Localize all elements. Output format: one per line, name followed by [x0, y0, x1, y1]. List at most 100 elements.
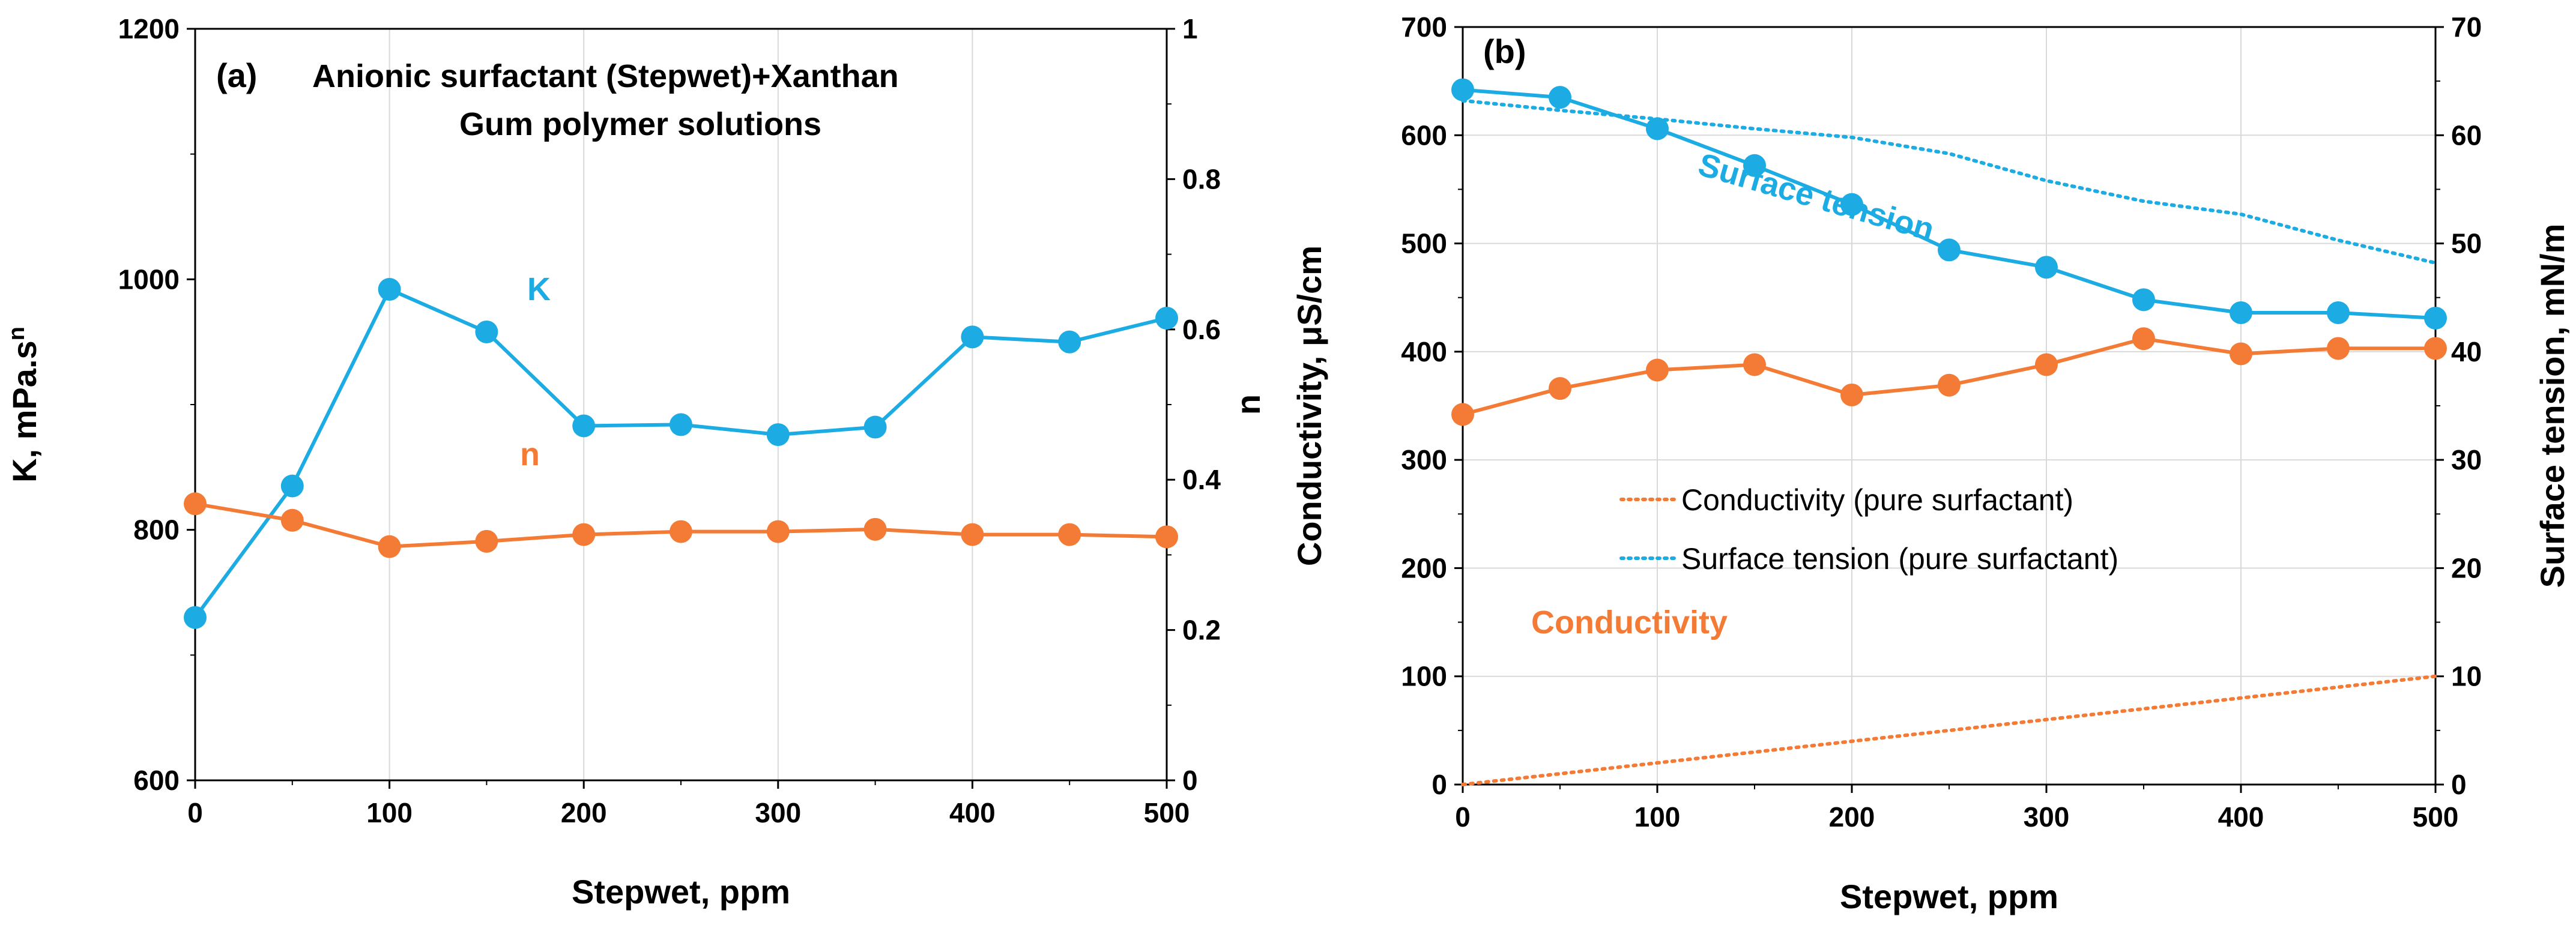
panel-b-series-conductivity-point [1743, 353, 1766, 376]
panel-a-x-tick-label: 300 [755, 797, 801, 828]
panel-b-series-conductivity-point [2132, 327, 2155, 351]
panel-b-x-tick-label: 200 [1829, 801, 1875, 833]
panel-b-legend: Conductivity (pure surfactant) Surface t… [1619, 483, 2118, 576]
panel-b-y-right-tick-label: 50 [2451, 228, 2482, 259]
panel-a-ticks: 0 100 200 300 400 500 600 800 1000 1200 0 0.2 0.4 0.6… [118, 13, 1221, 828]
panel-a-x-tick-label: 500 [1144, 797, 1190, 828]
panel-b-x-axis-label: Stepwet, ppm [1840, 878, 2058, 915]
panel-b-y-left-tick-label: 0 [1432, 769, 1447, 800]
panel-a-y-right-tick-label: 0.6 [1182, 314, 1221, 345]
panel-a-y-left-tick-label: 1200 [118, 13, 180, 44]
panel-b-y-left-tick-label: 400 [1401, 336, 1447, 367]
panel-a-series-k-point [863, 415, 887, 439]
panel-b-series-surface-tension-point [2230, 301, 2252, 324]
panel-a-series-n-point [670, 520, 692, 543]
legend-label-surface-tension-pure: Surface tension (pure surfactant) [1681, 542, 2118, 576]
panel-b-y-left-tick-label: 700 [1401, 11, 1447, 43]
panel-b-y-left-axis-label: Conductivity, μS/cm [1290, 246, 1328, 566]
panel-b-x-tick-label: 400 [2218, 801, 2264, 833]
panel-b-y-left-tick-label: 500 [1401, 228, 1447, 259]
panel-a-series-n-point [1058, 523, 1081, 546]
panel-a-series-k-point [184, 606, 207, 629]
panel-a-y-right-axis-label: n [1229, 394, 1267, 415]
panel-a-annotation-k: K [527, 271, 551, 307]
panel-a-series-k-point [961, 325, 984, 349]
panel-a-series-n-point [961, 523, 984, 546]
panel-a-y-left-tick-label: 800 [133, 514, 180, 546]
panel-b-annotation-conductivity: Conductivity [1531, 604, 1728, 640]
panel-b-y-left-tick-label: 300 [1401, 444, 1447, 475]
panel-a-series-k-point [475, 320, 498, 343]
panel-a-y-right-tick-label: 1 [1182, 13, 1198, 44]
panel-b-series-surface-tension-point [1646, 117, 1669, 140]
panel-a-series-k-point [280, 474, 304, 498]
panel-a-label: (a) [216, 56, 257, 94]
panel-b-series-conductivity-point [1938, 373, 1961, 397]
panel-b-series-surface-tension-point [1840, 193, 1863, 216]
panel-a-y-left-tick-label: 1000 [118, 264, 180, 295]
panel-b-series-surface-tension-point [1938, 238, 1961, 262]
panel-a-y-right-tick-label: 0.8 [1182, 163, 1221, 194]
panel-b-y-left-tick-label: 200 [1401, 552, 1447, 583]
panel-b-series-conductivity-point [1840, 383, 1863, 406]
panel-a-y-left-tick-label: 600 [133, 765, 180, 796]
panel-b-y-right-tick-label: 40 [2451, 336, 2482, 367]
panel-b-y-right-tick-label: 10 [2451, 661, 2482, 692]
panel-b-series-surface-tension-point [1451, 78, 1474, 101]
panel-a-annotation-n: n [520, 436, 540, 472]
panel-a-series-n-point [766, 520, 790, 543]
panel-a-x-tick-label: 100 [366, 797, 413, 828]
panel-a-series-k-point [766, 423, 790, 447]
panel-b-series-conductivity-point [2424, 337, 2447, 360]
panel-b-label: (b) [1483, 32, 1526, 70]
panel-a-gridlines [389, 29, 973, 780]
panel-b-y-left-tick-label: 600 [1401, 119, 1447, 151]
panel-a-x-tick-label: 400 [949, 797, 996, 828]
panel-b-series-surface-tension-point [2132, 288, 2155, 312]
panel-a-y-left-axis-label: K, mPa.sn [4, 327, 43, 483]
panel-b-y-right-tick-label: 60 [2451, 119, 2482, 151]
panel-b-x-tick-label: 100 [1634, 801, 1681, 833]
panel-a-title-line-2: Gum polymer solutions [459, 106, 821, 142]
panel-a-series-k-line [193, 288, 1167, 619]
panel-b-gridlines [1463, 27, 2435, 785]
panel-a-y-left-axis-label-sup: n [4, 327, 29, 340]
panel-b-plot-frame [1462, 26, 2437, 786]
panel-a-series-n-point [1155, 525, 1178, 549]
panel-b-series-surface-tension-line [1462, 88, 2436, 320]
panel-a-y-right-tick-label: 0.2 [1182, 615, 1221, 646]
panel-a-series-n-point [378, 535, 401, 558]
panel-b-x-tick-label: 500 [2413, 801, 2459, 833]
panel-b-series-surface-tension-pure-surfactant-line [1461, 98, 2437, 265]
panel-a-series-k-point [670, 413, 692, 436]
panel-b-y-right-tick-label: 70 [2451, 11, 2482, 43]
panel-a-series-n-point [475, 529, 498, 553]
panel-a-x-tick-label: 200 [561, 797, 607, 828]
panel-a-series-n-point [184, 492, 207, 516]
panel-b-y-right-tick-label: 20 [2451, 552, 2482, 583]
panel-b-series-conductivity-point [1646, 358, 1669, 382]
panel-a-series-k-point [1155, 307, 1178, 330]
panel-a-series-n-point [280, 508, 304, 532]
panel-a-y-right-tick-label: 0.4 [1182, 464, 1221, 495]
panel-a: 0 100 200 300 400 500 600 800 1000 1200 0 0.2 0.4 0.6… [4, 13, 1267, 911]
panel-b-ticks: 0 100 200 300 400 500010020030040050060070001… [1401, 11, 2482, 833]
panel-b-series-surface-tension-point [2424, 306, 2447, 330]
panel-b-series-conductivity-point [1451, 403, 1474, 426]
panel-a-y-left-axis-label-main: K, mPa.s [5, 340, 43, 483]
panel-b: 0 100 200 300 400 500010020030040050060070001… [1290, 11, 2571, 915]
panel-a-title-line-1: Anionic surfactant (Stepwet)+Xanthan [312, 58, 899, 94]
legend-label-conductivity-pure: Conductivity (pure surfactant) [1681, 483, 2073, 517]
panel-b-y-right-tick-label: 30 [2451, 444, 2482, 475]
panel-a-series-k-point [1058, 330, 1081, 354]
panel-b-x-tick-label: 300 [2024, 801, 2070, 833]
panel-a-x-axis-label: Stepwet, ppm [572, 873, 790, 911]
panel-b-y-left-tick-label: 100 [1401, 661, 1447, 692]
panel-a-series [184, 278, 1178, 629]
panel-b-series-conductivity-pure-surfactant-line [1461, 674, 2437, 786]
panel-b-series-conductivity-point [2327, 337, 2350, 360]
panel-a-x-tick-label: 0 [187, 797, 203, 828]
panel-b-series-surface-tension-point [2035, 256, 2058, 279]
panel-b-series-conductivity-point [1549, 377, 1571, 400]
